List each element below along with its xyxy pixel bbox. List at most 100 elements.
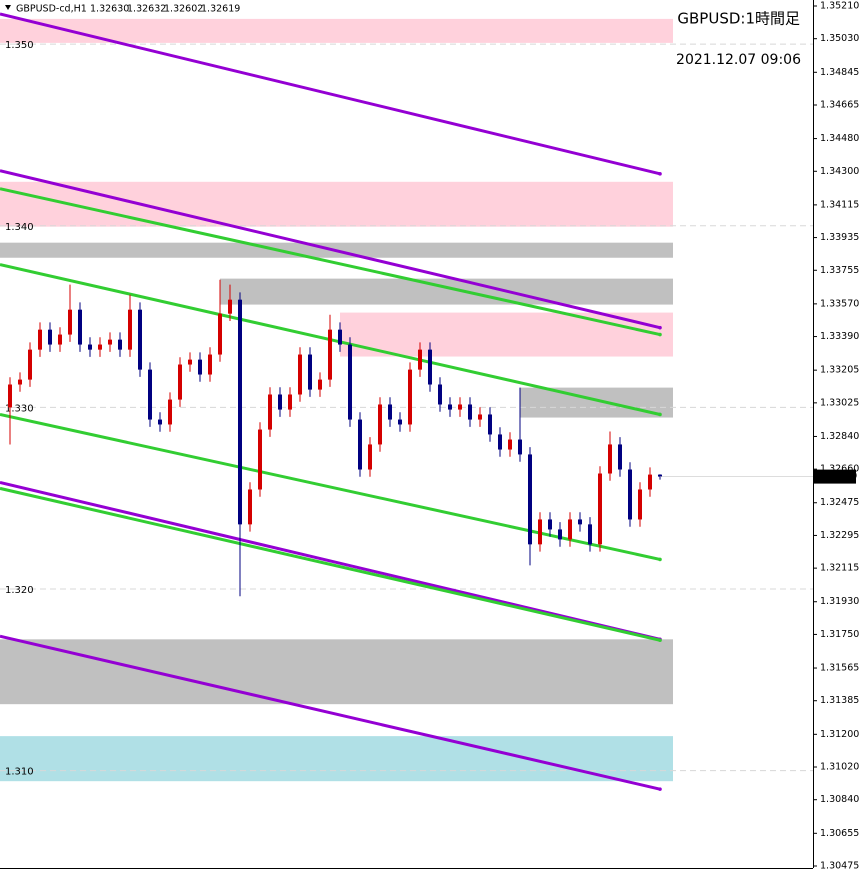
- candle-body: [438, 384, 442, 405]
- candle-body: [468, 404, 472, 420]
- header-value: 1.32632: [127, 4, 166, 15]
- candle-body: [428, 349, 432, 385]
- candle-body: [548, 519, 552, 530]
- plot-area: 1.350 1.340 1.330 1.320 1.310: [0, 12, 813, 791]
- trendline-end: [658, 172, 662, 176]
- candle-body: [228, 299, 232, 314]
- header-value: 1.32630: [90, 4, 129, 15]
- y-tick-label: 1.34480: [820, 133, 859, 144]
- level-label: 1.320: [5, 585, 34, 596]
- trendline: [0, 480, 661, 641]
- candle-body: [568, 519, 572, 540]
- menu-icon: [5, 5, 11, 10]
- candle-body: [348, 344, 352, 420]
- price-axis: 1.35210 1.35030 1.34845 1.34665 1.34480 1.343…: [813, 1, 859, 871]
- zone: [220, 278, 673, 305]
- trendline: [0, 634, 661, 791]
- level-label: 1.340: [5, 222, 34, 233]
- candle-body: [238, 299, 242, 525]
- y-tick-label: 1.31930: [820, 596, 859, 607]
- y-tick-label: 1.31750: [820, 629, 859, 640]
- y-tick-label: 1.32115: [820, 563, 859, 574]
- candle-body: [278, 394, 282, 410]
- candle-body: [38, 329, 42, 350]
- y-tick-label: 1.32660: [820, 464, 859, 475]
- candle-body: [508, 439, 512, 450]
- y-tick-label: 1.33570: [820, 298, 859, 309]
- zone: [340, 312, 673, 357]
- trendline: [0, 486, 661, 642]
- candle-body: [378, 404, 382, 445]
- y-tick-label: 1.31020: [820, 762, 859, 773]
- trendline: [0, 12, 661, 176]
- candle-body: [398, 419, 402, 425]
- trendline-end: [658, 325, 662, 330]
- candle-body: [218, 313, 222, 355]
- trendline: [0, 169, 661, 330]
- trendline-end: [658, 332, 662, 337]
- trendline-end: [658, 557, 662, 562]
- y-tick-label: 1.33025: [820, 397, 859, 408]
- y-tick-label: 1.34845: [820, 67, 859, 78]
- candle-body: [328, 329, 332, 380]
- candle-body: [558, 529, 562, 540]
- zone: [0, 639, 673, 705]
- candle-body: [78, 309, 82, 345]
- y-tick-label: 1.35030: [820, 33, 859, 44]
- y-tick-label: 1.31385: [820, 695, 859, 706]
- candle-body: [528, 454, 532, 545]
- candle-body: [248, 489, 252, 525]
- candle-body: [578, 519, 582, 525]
- candle-body: [18, 379, 22, 385]
- chart-date: 2021.12.07 09:06: [676, 52, 801, 68]
- y-tick-label: 1.30840: [820, 794, 859, 805]
- candle-body: [318, 379, 322, 390]
- candle-body: [458, 404, 462, 410]
- y-tick-label: 1.33390: [820, 331, 859, 342]
- trendline-end: [658, 787, 662, 791]
- level-label: 1.330: [5, 403, 34, 414]
- y-tick-label: 1.33205: [820, 365, 859, 376]
- y-tick-label: 1.30655: [820, 828, 859, 839]
- candle-body: [338, 329, 342, 345]
- candle-body: [98, 344, 102, 350]
- level-label: 1.350: [5, 40, 34, 51]
- y-tick-label: 1.31565: [820, 663, 859, 674]
- candle-body: [638, 489, 642, 520]
- candle-body: [538, 519, 542, 545]
- candle-body: [388, 404, 392, 420]
- candle-body: [368, 444, 372, 470]
- trendline: [0, 187, 661, 337]
- header-value: 1.32602: [164, 4, 203, 15]
- candle-body: [628, 469, 632, 520]
- candle-body: [478, 414, 482, 420]
- candle-body: [518, 439, 522, 455]
- y-tick-label: 1.32840: [820, 431, 859, 442]
- candle-body: [118, 339, 122, 350]
- candle-body: [488, 414, 492, 435]
- y-tick-label: 1.31200: [820, 729, 859, 740]
- y-tick-label: 1.34300: [820, 166, 859, 177]
- candle-body: [268, 394, 272, 430]
- zone: [0, 736, 673, 782]
- candle-body: [418, 349, 422, 370]
- candle-body: [448, 404, 452, 410]
- y-tick-label: 1.30475: [820, 861, 859, 871]
- y-tick-label: 1.34665: [820, 99, 859, 110]
- candle-body: [58, 334, 62, 345]
- y-tick-label: 1.34115: [820, 199, 859, 210]
- trendline-end: [658, 638, 662, 643]
- candle-body: [618, 444, 622, 470]
- candle-body: [48, 329, 52, 345]
- y-tick-label: 1.32475: [820, 497, 859, 508]
- candle-body: [658, 474, 662, 477]
- candle-body: [298, 354, 302, 395]
- candle-body: [178, 364, 182, 400]
- y-tick-label: 1.33755: [820, 265, 859, 276]
- chart-title: GBPUSD:1時間足: [677, 10, 800, 28]
- candle-body: [208, 354, 212, 375]
- candle-body: [68, 309, 72, 335]
